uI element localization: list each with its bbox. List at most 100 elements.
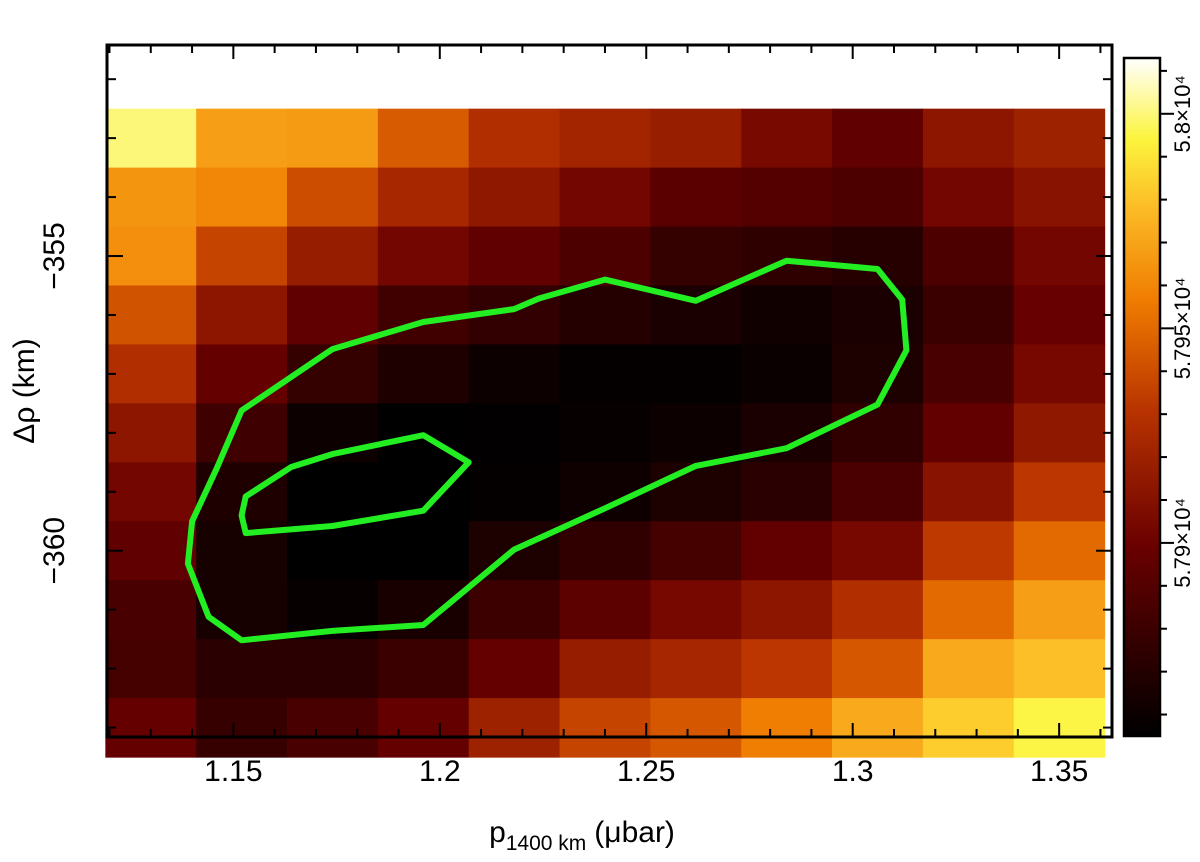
heatmap-cell xyxy=(196,167,288,228)
heatmap-cell xyxy=(559,580,651,640)
heatmap-cell xyxy=(741,285,833,346)
heatmap-cell xyxy=(741,462,833,522)
heatmap-cell xyxy=(832,403,924,463)
heatmap-cell xyxy=(650,226,742,287)
heatmap-cell xyxy=(922,698,1015,758)
x-axis-label-unit: (μbar) xyxy=(594,816,675,849)
x-tick-label: 1.15 xyxy=(204,755,262,788)
heatmap-cell xyxy=(105,285,197,346)
heatmap-cell xyxy=(559,521,651,581)
heatmap-cell xyxy=(922,285,1015,346)
heatmap-cell xyxy=(741,108,833,169)
heatmap-cell xyxy=(832,344,924,404)
heatmap-cell xyxy=(377,580,470,640)
heatmap-cell xyxy=(105,167,197,228)
heatmap-cell xyxy=(741,580,833,640)
heatmap-cell xyxy=(287,698,379,758)
heatmap-cell xyxy=(105,580,197,640)
heatmap-cell xyxy=(105,344,197,404)
heatmap-cell xyxy=(1013,462,1106,522)
heatmap-cell xyxy=(559,344,651,404)
colorbar-label: 5.8×10⁴ xyxy=(1170,75,1195,152)
heatmap-cell xyxy=(287,344,379,404)
heatmap-cell xyxy=(741,344,833,404)
heatmap-cell xyxy=(559,226,651,287)
heatmap-cell xyxy=(196,108,288,169)
heatmap-cell xyxy=(650,698,742,758)
heatmap-cell xyxy=(196,226,288,287)
heatmap-cell xyxy=(468,639,561,699)
heatmap-cell xyxy=(468,403,561,463)
heatmap-cells xyxy=(105,108,1106,758)
heatmap-cell xyxy=(559,167,651,228)
heatmap-cell xyxy=(468,580,561,640)
heatmap-cell xyxy=(922,521,1015,581)
heatmap-cell xyxy=(650,403,742,463)
x-axis-label: p1400 km (μbar) xyxy=(489,816,675,855)
heatmap-cell xyxy=(377,108,470,169)
heatmap-cell xyxy=(377,521,470,581)
heatmap-cell xyxy=(832,698,924,758)
heatmap-cell xyxy=(832,639,924,699)
x-tick-label: 1.2 xyxy=(419,755,461,788)
heatmap-cell xyxy=(287,639,379,699)
colorbar-label: 5.79×10⁴ xyxy=(1170,498,1195,588)
heatmap-cell xyxy=(832,108,924,169)
heatmap-cell xyxy=(196,285,288,346)
heatmap-cell xyxy=(1013,521,1106,581)
heatmap-cell xyxy=(105,698,197,758)
x-axis: 1.15 1.2 1.25 1.3 1.35 xyxy=(108,45,1102,788)
heatmap-cell xyxy=(650,580,742,640)
heatmap-cell xyxy=(650,167,742,228)
heatmap-cell xyxy=(1013,226,1106,287)
x-axis-label-main: p xyxy=(489,816,506,849)
heatmap-cell xyxy=(196,639,288,699)
heatmap-cell xyxy=(741,639,833,699)
heatmap-cell xyxy=(832,521,924,581)
heatmap-cell xyxy=(287,167,379,228)
heatmap-cell xyxy=(287,226,379,287)
heatmap-cell xyxy=(1013,639,1106,699)
heatmap-cell xyxy=(559,639,651,699)
y-tick-label: −355 xyxy=(38,222,71,290)
x-tick-label: 1.25 xyxy=(617,755,675,788)
heatmap-cell xyxy=(377,639,470,699)
heatmap-cell xyxy=(1013,167,1106,228)
heatmap-cell xyxy=(650,639,742,699)
heatmap-cell xyxy=(196,580,288,640)
x-tick-label: 1.3 xyxy=(832,755,874,788)
heatmap-cell xyxy=(922,639,1015,699)
heatmap-cell xyxy=(468,108,561,169)
heatmap-cell xyxy=(377,226,470,287)
heatmap-cell xyxy=(377,167,470,228)
heatmap-cell xyxy=(468,344,561,404)
heatmap-cell xyxy=(105,108,197,169)
axis-labels: p1400 km (μbar) Δρ (km) xyxy=(8,338,675,855)
heatmap-cell xyxy=(922,462,1015,522)
colorbar-label: 5.795×10⁴ xyxy=(1170,277,1195,379)
heatmap-cell xyxy=(741,521,833,581)
heatmap-cell xyxy=(287,285,379,346)
heatmap-cell xyxy=(650,344,742,404)
heatmap-cell xyxy=(559,108,651,169)
heatmap-cell xyxy=(377,698,470,758)
heatmap-cell xyxy=(559,285,651,346)
heatmap-cell xyxy=(832,285,924,346)
heatmap-cell xyxy=(922,108,1015,169)
heatmap-cell xyxy=(105,462,197,522)
heatmap-cell xyxy=(1013,344,1106,404)
heatmap-cell xyxy=(1013,108,1106,169)
y-axis-label: Δρ (km) xyxy=(8,338,41,443)
heatmap-cell xyxy=(922,226,1015,287)
heatmap-cell xyxy=(922,403,1015,463)
heatmap-cell xyxy=(650,108,742,169)
heatmap-cell xyxy=(832,462,924,522)
heatmap-cell xyxy=(468,167,561,228)
heatmap-cell xyxy=(922,167,1015,228)
heatmap-cell xyxy=(468,698,561,758)
heatmap-cell xyxy=(105,403,197,463)
heatmap-cell xyxy=(559,403,651,463)
heatmap-cell xyxy=(1013,403,1106,463)
heatmap-cell xyxy=(287,108,379,169)
